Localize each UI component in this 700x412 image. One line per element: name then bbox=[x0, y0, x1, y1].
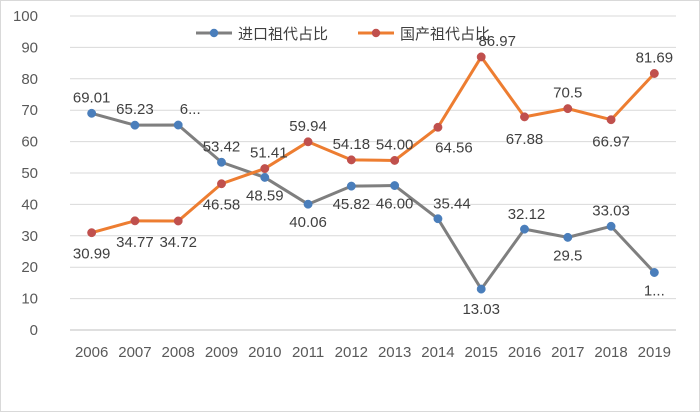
x-tick-label: 2011 bbox=[292, 344, 324, 361]
x-tick-label: 2019 bbox=[638, 344, 671, 361]
y-tick-label: 60 bbox=[21, 134, 38, 151]
data-label: 53.42 bbox=[203, 138, 241, 155]
series-point bbox=[606, 115, 616, 125]
series-point bbox=[563, 232, 573, 242]
data-label: 81.69 bbox=[636, 49, 674, 66]
series-point bbox=[346, 181, 356, 191]
legend-marker bbox=[209, 28, 219, 38]
series-point bbox=[346, 155, 356, 165]
series-point bbox=[217, 179, 226, 189]
series-point bbox=[390, 155, 400, 165]
y-tick-label: 70 bbox=[21, 102, 38, 119]
data-label: 51.41 bbox=[250, 145, 288, 162]
data-label: 54.18 bbox=[333, 136, 371, 153]
series-point bbox=[87, 108, 97, 118]
data-label: 34.72 bbox=[159, 234, 197, 251]
x-tick-label: 2009 bbox=[205, 344, 238, 361]
series-point bbox=[606, 221, 616, 231]
data-label: 1... bbox=[644, 283, 665, 300]
legend-label: 进口祖代占比 bbox=[238, 25, 328, 43]
data-label: 33.03 bbox=[592, 202, 630, 219]
x-tick-label: 2018 bbox=[594, 344, 627, 361]
data-label: 46.00 bbox=[376, 196, 414, 213]
data-labels: 69.01 65.23 6... 53.42 48.59 40.06 45.82 46.00 3… bbox=[73, 33, 673, 318]
axes: 0 10 20 30 40 50 60 70 80 90 100 2006 2007 2008 2009 20… bbox=[13, 8, 676, 361]
y-tick-label: 90 bbox=[21, 39, 38, 56]
series-point bbox=[130, 216, 140, 226]
series-point bbox=[390, 181, 400, 191]
y-tick-label: 20 bbox=[21, 259, 38, 276]
series-point bbox=[87, 228, 97, 238]
series-point bbox=[303, 199, 313, 209]
series-point bbox=[303, 137, 313, 147]
x-tick-label: 2012 bbox=[335, 344, 368, 361]
series-point bbox=[433, 122, 443, 132]
series-point bbox=[217, 157, 226, 167]
data-label: 45.82 bbox=[333, 196, 371, 213]
series-point bbox=[563, 104, 573, 114]
series-point bbox=[260, 172, 270, 182]
x-tick-label: 2013 bbox=[378, 344, 411, 361]
data-label: 69.01 bbox=[73, 89, 111, 106]
series bbox=[87, 52, 659, 294]
y-tick-label: 0 bbox=[30, 322, 38, 339]
series-point bbox=[649, 268, 659, 277]
series-point bbox=[260, 164, 270, 174]
series-point bbox=[476, 284, 486, 294]
data-label: 86.97 bbox=[478, 33, 516, 50]
series-point bbox=[649, 69, 659, 78]
x-tick-label: 2006 bbox=[75, 344, 108, 361]
x-tick-label: 2015 bbox=[465, 344, 498, 361]
series-point bbox=[433, 214, 443, 224]
x-tick-label: 2017 bbox=[551, 344, 584, 361]
y-tick-label: 50 bbox=[21, 165, 38, 182]
legend[interactable]: 进口祖代占比 国产祖代占比 bbox=[196, 25, 490, 43]
legend-marker bbox=[371, 28, 381, 38]
y-tick-label: 10 bbox=[21, 291, 38, 308]
x-tick-label: 2010 bbox=[248, 344, 281, 361]
y-tick-label: 80 bbox=[21, 71, 38, 88]
data-label: 59.94 bbox=[289, 118, 327, 135]
x-tick-label: 2014 bbox=[421, 344, 454, 361]
data-label: 66.97 bbox=[592, 134, 630, 151]
series-point bbox=[476, 52, 486, 62]
series-line bbox=[91, 55, 656, 235]
series-point bbox=[130, 120, 140, 130]
data-label: 65.23 bbox=[116, 101, 154, 118]
data-label: 54.00 bbox=[376, 136, 414, 153]
x-tick-label: 2007 bbox=[118, 344, 151, 361]
series-point bbox=[520, 112, 529, 122]
x-tick-label: 2016 bbox=[508, 344, 541, 361]
y-tick-label: 40 bbox=[21, 196, 38, 213]
data-label: 40.06 bbox=[289, 214, 327, 231]
y-tick-label: 30 bbox=[21, 228, 38, 245]
data-label: 48.59 bbox=[246, 187, 284, 204]
series-point bbox=[173, 120, 183, 130]
data-label: 34.77 bbox=[116, 234, 154, 251]
x-tick-label: 2008 bbox=[162, 344, 195, 361]
data-label: 67.88 bbox=[506, 131, 544, 148]
gridlines bbox=[70, 15, 676, 331]
data-label: 30.99 bbox=[73, 246, 111, 263]
data-label: 6... bbox=[180, 101, 201, 118]
data-label: 32.12 bbox=[508, 206, 546, 223]
series-line bbox=[91, 111, 656, 291]
legend-label: 国产祖代占比 bbox=[400, 25, 490, 43]
data-label: 13.03 bbox=[462, 301, 500, 318]
data-label: 64.56 bbox=[435, 139, 473, 156]
data-label: 29.5 bbox=[553, 247, 582, 264]
data-label: 70.5 bbox=[553, 85, 582, 102]
y-tick-label: 100 bbox=[13, 8, 38, 25]
data-label: 35.44 bbox=[433, 196, 471, 213]
series-point bbox=[173, 216, 183, 226]
data-label: 46.58 bbox=[203, 197, 241, 214]
series-point bbox=[520, 224, 529, 234]
